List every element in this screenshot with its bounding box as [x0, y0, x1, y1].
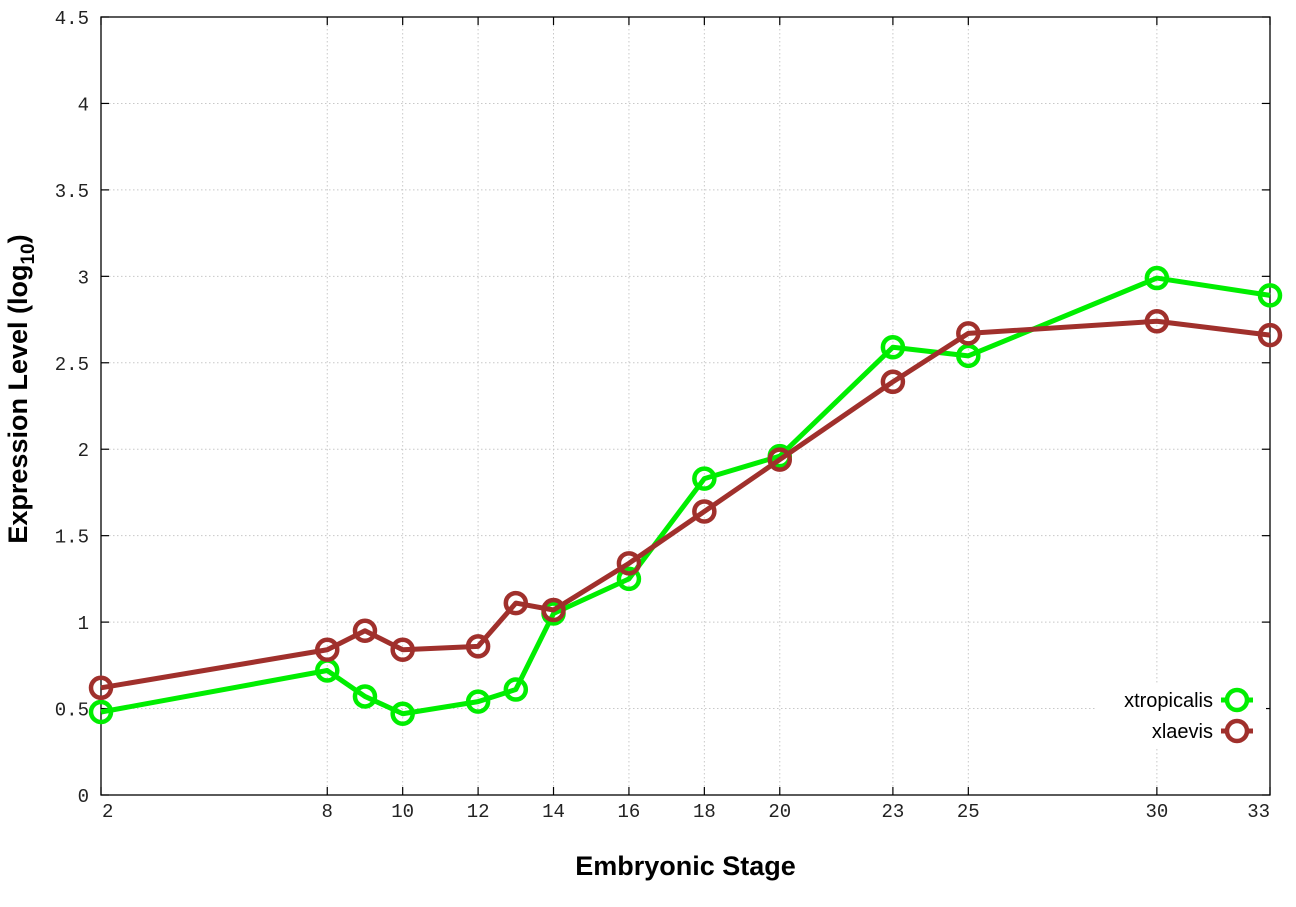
legend-item-xlaevis: xlaevis	[1152, 718, 1253, 744]
y-tick-label: 2.5	[55, 354, 89, 376]
data-point-xlaevis	[465, 634, 491, 659]
series-group	[88, 265, 1283, 726]
legend-item-xtropicalis: xtropicalis	[1124, 687, 1253, 713]
data-point-xlaevis	[767, 447, 793, 472]
data-point-xlaevis	[692, 499, 717, 524]
grid	[101, 17, 1270, 795]
data-point-xlaevis	[503, 590, 529, 616]
x-tick-label: 16	[618, 801, 641, 823]
x-tick-label: 25	[957, 801, 980, 823]
x-tick-label: 12	[467, 801, 490, 823]
x-tick-label: 8	[322, 801, 333, 823]
series-line-xlaevis	[100, 318, 1271, 691]
data-point-xlaevis	[880, 369, 906, 395]
y-tick-label: 4	[78, 94, 89, 116]
data-point-xlaevis	[541, 597, 566, 623]
x-tick-label: 23	[881, 801, 904, 823]
legend-marker-xtropicalis	[1224, 687, 1250, 713]
series-xtropicalis	[88, 265, 1283, 726]
plot-frame	[100, 16, 1271, 796]
data-point-xtropicalis	[465, 689, 491, 714]
x-tick-label: 20	[768, 801, 791, 823]
y-axis-title-subscript: 10	[18, 243, 39, 264]
data-point-xtropicalis	[315, 658, 340, 683]
x-tick-label: 30	[1145, 801, 1168, 823]
y-tick-labels: 0 0.5 1 1.5 2 2.5 3 3.5 4 4.5	[55, 8, 89, 808]
legend-marker-xlaevis	[1224, 718, 1250, 744]
data-point-xlaevis	[315, 637, 340, 663]
series-line-xtropicalis	[100, 275, 1271, 717]
data-point-xlaevis	[390, 637, 415, 663]
legend: xtropicalis xlaevis	[1096, 684, 1266, 748]
x-tick-label: 14	[542, 801, 565, 823]
data-point-xtropicalis	[616, 566, 642, 592]
y-tick-label: 0.5	[55, 700, 89, 722]
y-tick-label: 1.5	[55, 527, 89, 549]
data-point-xtropicalis	[503, 677, 529, 702]
data-point-xtropicalis	[88, 699, 114, 725]
y-tick-label: 1	[78, 613, 89, 635]
y-tick-label: 2	[78, 440, 89, 462]
data-point-xlaevis	[616, 551, 642, 576]
data-point-xtropicalis	[1144, 265, 1170, 291]
x-tick-label: 33	[1247, 801, 1270, 823]
x-axis-title: Embryonic Stage	[575, 851, 796, 881]
data-point-xlaevis	[1144, 309, 1170, 334]
legend-label-xlaevis: xlaevis	[1152, 721, 1213, 743]
data-point-xtropicalis	[352, 684, 378, 709]
data-point-xlaevis	[956, 321, 981, 346]
x-tick-labels: 2 8 10 12 14 16 18 20 23 25 30 33	[102, 801, 1270, 823]
y-tick-label: 4.5	[55, 8, 89, 30]
y-axis-title-main: Expression Level (log	[3, 265, 33, 544]
x-tick-label: 10	[391, 801, 414, 823]
legend-label-xtropicalis: xtropicalis	[1124, 690, 1213, 712]
tick-marks	[100, 16, 1271, 796]
data-point-xtropicalis	[390, 701, 415, 726]
y-tick-label: 0	[78, 786, 89, 808]
y-axis-title-close: )	[3, 234, 33, 243]
data-point-xlaevis	[88, 675, 114, 701]
data-point-xtropicalis	[692, 466, 717, 491]
data-point-xlaevis	[1257, 322, 1283, 348]
y-tick-label: 3	[78, 267, 89, 289]
y-tick-label: 3.5	[55, 181, 89, 203]
data-point-xtropicalis	[880, 334, 906, 360]
data-point-xlaevis	[352, 618, 378, 644]
data-point-xtropicalis	[1257, 283, 1283, 308]
data-point-xtropicalis	[956, 343, 981, 369]
x-tick-label: 18	[693, 801, 716, 823]
y-axis-title: Expression Level (log10)	[3, 234, 39, 543]
x-tick-label: 2	[102, 801, 113, 823]
series-xlaevis	[88, 309, 1283, 701]
